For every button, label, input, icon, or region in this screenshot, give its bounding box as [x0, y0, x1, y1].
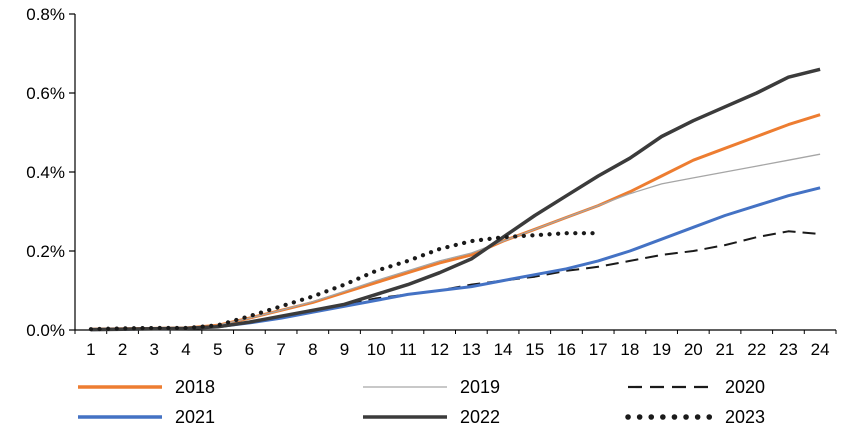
x-tick-label: 8 — [308, 340, 317, 359]
x-tick-label: 7 — [276, 340, 285, 359]
legend-label-2020: 2020 — [725, 377, 766, 397]
legend-label-2022: 2022 — [460, 407, 501, 427]
plot-area: 0.0%0.2%0.4%0.6%0.8%1 2 3 4 5 6 7 8 9 10 11 12 13 14 1… — [26, 5, 837, 359]
legend-label-2018: 2018 — [175, 377, 216, 397]
x-tick-label: 17 — [589, 340, 608, 359]
x-tick-label: 11 — [399, 340, 417, 359]
legend-item-2018: 2018 — [75, 374, 360, 400]
legend-item-2020: 2020 — [625, 374, 835, 400]
legend-line-sample-2018 — [78, 385, 162, 389]
x-tick-label: 9 — [340, 340, 349, 359]
x-tick-label: 15 — [525, 340, 544, 359]
legend-line-sample-2021 — [78, 415, 162, 419]
x-tick-label: 21 — [716, 340, 735, 359]
x-tick-label: 12 — [430, 340, 449, 359]
x-tick-label: 23 — [779, 340, 798, 359]
series-line-2022 — [90, 67, 821, 332]
chart-legend: 2018 2019 2020 2021 2022 2023 — [75, 374, 835, 430]
x-tick-label: 3 — [150, 340, 159, 359]
x-tick-label: 16 — [557, 340, 576, 359]
y-tick-label: 0.4% — [26, 163, 65, 182]
y-tick-label: 0.8% — [26, 5, 65, 24]
legend-line-sample-2023 — [625, 414, 715, 420]
legend-label-2023: 2023 — [725, 407, 766, 427]
x-tick-label: 19 — [652, 340, 671, 359]
legend-line-sample-2019 — [363, 386, 447, 388]
x-tick-label: 5 — [213, 340, 222, 359]
x-tick-label: 4 — [181, 340, 190, 359]
x-tick-label: 20 — [684, 340, 703, 359]
x-tick-label: 1 — [86, 340, 95, 359]
legend-item-2023: 2023 — [625, 404, 835, 430]
legend-label-2021: 2021 — [175, 407, 216, 427]
legend-line-sample-2020 — [628, 385, 712, 389]
x-tick-label: 10 — [367, 340, 386, 359]
x-tick-label: 22 — [747, 340, 766, 359]
legend-line-sample-2022 — [363, 415, 447, 419]
x-tick-label: 6 — [245, 340, 254, 359]
x-tick-label: 24 — [811, 340, 830, 359]
x-tick-label: 18 — [620, 340, 639, 359]
y-tick-label: 0.0% — [26, 321, 65, 340]
legend-item-2022: 2022 — [360, 404, 625, 430]
series-line-2019 — [90, 153, 821, 330]
x-tick-label: 14 — [494, 340, 513, 359]
series-line-2023 — [88, 231, 601, 332]
legend-label-2019: 2019 — [460, 377, 501, 397]
y-tick-label: 0.2% — [26, 242, 65, 261]
x-tick-label: 13 — [462, 340, 481, 359]
x-tick-label: 2 — [118, 340, 127, 359]
legend-item-2019: 2019 — [360, 374, 625, 400]
legend-item-2021: 2021 — [75, 404, 360, 430]
y-tick-label: 0.6% — [26, 84, 65, 103]
